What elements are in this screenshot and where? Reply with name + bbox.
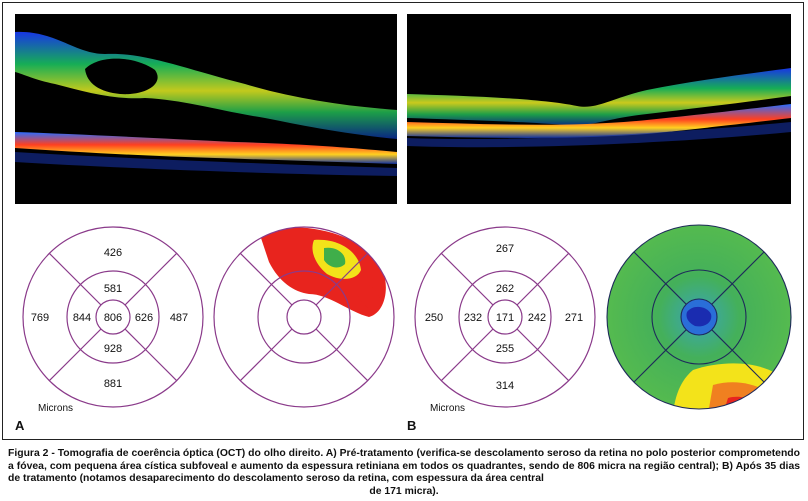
oct-scan-posttreatment (407, 14, 791, 204)
value-inner-bottom: 255 (496, 343, 514, 355)
panel-letter-a: A (15, 418, 25, 433)
value-outer-bottom: 314 (496, 380, 514, 392)
value-center: 806 (104, 312, 122, 324)
value-inner-left: 232 (464, 312, 482, 324)
value-inner-right: 626 (135, 312, 153, 324)
value-outer-left: 769 (31, 312, 49, 324)
caption-text: Figura 2 - Tomografia de coerência óptic… (8, 448, 800, 485)
panel-letter-b: B (407, 418, 417, 433)
caption-last-line: de 171 micra). (369, 485, 439, 497)
oct-scan-pretreatment (15, 14, 397, 204)
value-outer-top: 426 (104, 247, 122, 259)
value-inner-top: 581 (104, 283, 122, 295)
thickness-map-a (213, 226, 395, 408)
value-outer-top: 267 (496, 243, 514, 255)
value-center: 171 (496, 312, 514, 324)
thickness-map-b (606, 224, 792, 410)
etdrs-grid-a: 426 769 487 881 581 844 626 928 806 (22, 226, 204, 408)
etdrs-grid-b: 267 250 271 314 262 232 242 255 171 (414, 226, 596, 408)
units-label-b: Microns (430, 403, 466, 414)
value-inner-right: 242 (528, 312, 546, 324)
value-outer-left: 250 (425, 312, 443, 324)
value-outer-right: 487 (170, 312, 188, 324)
value-inner-top: 262 (496, 283, 514, 295)
units-label-a: Microns (38, 403, 74, 414)
figure-caption: Figura 2 - Tomografia de coerência óptic… (8, 448, 800, 498)
value-outer-right: 271 (565, 312, 583, 324)
value-outer-bottom: 881 (104, 378, 122, 390)
value-inner-left: 844 (73, 312, 91, 324)
value-inner-bottom: 928 (104, 343, 122, 355)
